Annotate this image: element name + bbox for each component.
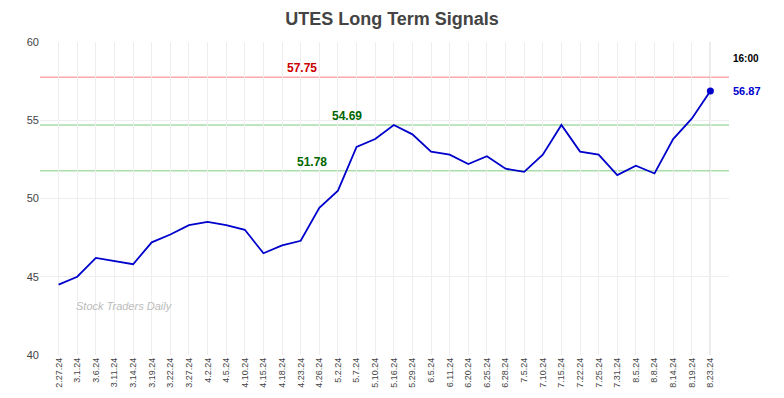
svg-text:6.28.24: 6.28.24 bbox=[500, 358, 510, 388]
svg-text:4.23.24: 4.23.24 bbox=[296, 358, 306, 388]
svg-text:7.15.24: 7.15.24 bbox=[556, 358, 566, 388]
svg-text:8.19.24: 8.19.24 bbox=[687, 358, 697, 388]
svg-text:Stock Traders Daily: Stock Traders Daily bbox=[76, 300, 173, 312]
svg-text:56.87: 56.87 bbox=[733, 85, 761, 97]
svg-text:6.25.24: 6.25.24 bbox=[482, 358, 492, 388]
svg-text:6.11.24: 6.11.24 bbox=[445, 358, 455, 387]
svg-text:7.25.24: 7.25.24 bbox=[594, 358, 604, 388]
svg-text:54.69: 54.69 bbox=[332, 109, 362, 123]
svg-text:4.10.24: 4.10.24 bbox=[240, 358, 250, 388]
svg-text:40: 40 bbox=[27, 349, 39, 361]
svg-text:8.23.24: 8.23.24 bbox=[705, 358, 715, 388]
svg-text:7.22.24: 7.22.24 bbox=[575, 358, 585, 388]
svg-text:57.75: 57.75 bbox=[287, 61, 317, 75]
svg-text:3.6.24: 3.6.24 bbox=[91, 358, 101, 383]
svg-text:5.10.24: 5.10.24 bbox=[370, 358, 380, 388]
svg-text:6.5.24: 6.5.24 bbox=[426, 358, 436, 383]
svg-text:8.5.24: 8.5.24 bbox=[631, 358, 641, 383]
svg-text:3.19.24: 3.19.24 bbox=[147, 358, 157, 388]
svg-text:7.5.24: 7.5.24 bbox=[519, 358, 529, 383]
svg-text:3.14.24: 3.14.24 bbox=[128, 358, 138, 388]
svg-text:3.11.24: 3.11.24 bbox=[109, 358, 119, 387]
svg-text:7.10.24: 7.10.24 bbox=[538, 358, 548, 388]
svg-text:5.16.24: 5.16.24 bbox=[389, 358, 399, 388]
svg-text:60: 60 bbox=[27, 36, 39, 48]
svg-text:3.27.24: 3.27.24 bbox=[184, 358, 194, 388]
svg-text:4.18.24: 4.18.24 bbox=[277, 358, 287, 388]
svg-text:6.20.24: 6.20.24 bbox=[463, 358, 473, 388]
svg-text:3.22.24: 3.22.24 bbox=[165, 358, 175, 388]
svg-text:16:00: 16:00 bbox=[733, 53, 759, 64]
svg-text:8.8.24: 8.8.24 bbox=[649, 358, 659, 383]
svg-text:4.15.24: 4.15.24 bbox=[258, 358, 268, 388]
svg-text:5.7.24: 5.7.24 bbox=[351, 358, 361, 383]
svg-text:5.2.24: 5.2.24 bbox=[333, 358, 343, 383]
svg-text:2.27.24: 2.27.24 bbox=[54, 358, 64, 388]
svg-text:4.2.24: 4.2.24 bbox=[203, 358, 213, 383]
svg-text:8.14.24: 8.14.24 bbox=[668, 358, 678, 388]
svg-text:4.5.24: 4.5.24 bbox=[221, 358, 231, 383]
svg-text:4.26.24: 4.26.24 bbox=[314, 358, 324, 388]
svg-text:50: 50 bbox=[27, 192, 39, 204]
svg-text:45: 45 bbox=[27, 271, 39, 283]
svg-text:5.29.24: 5.29.24 bbox=[407, 358, 417, 388]
svg-text:3.1.24: 3.1.24 bbox=[72, 358, 82, 383]
svg-text:51.78: 51.78 bbox=[297, 155, 327, 169]
svg-text:7.31.24: 7.31.24 bbox=[612, 358, 622, 388]
svg-text:UTES Long Term Signals: UTES Long Term Signals bbox=[285, 9, 499, 29]
svg-text:55: 55 bbox=[27, 114, 39, 126]
